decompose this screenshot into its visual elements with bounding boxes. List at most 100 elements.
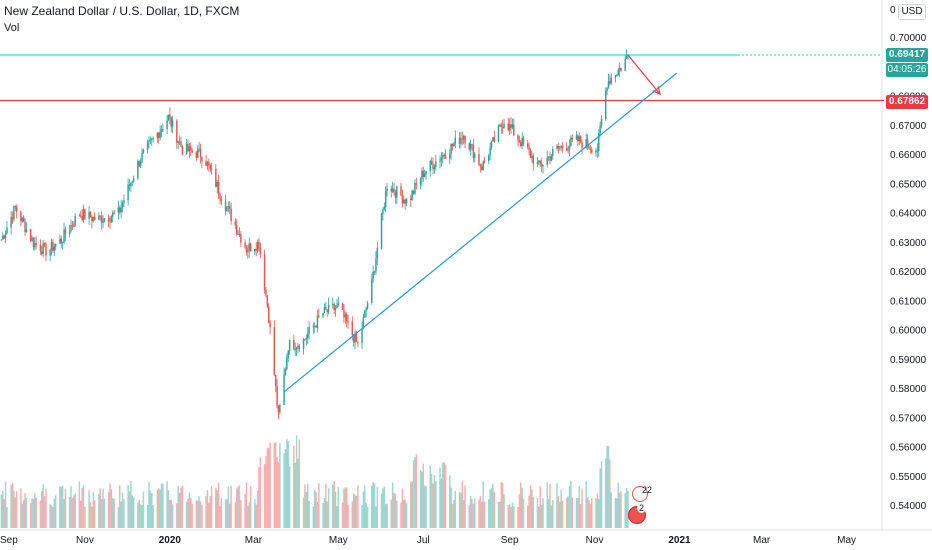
candle-body xyxy=(586,139,589,147)
candle-body xyxy=(390,188,392,192)
candle-body xyxy=(216,181,218,187)
volume-bar xyxy=(549,483,551,528)
event-count-upper: 22 xyxy=(642,485,653,495)
candle-body xyxy=(595,150,597,153)
volume-bar xyxy=(166,481,168,528)
volume-bar xyxy=(293,445,295,528)
candle-body xyxy=(614,75,617,78)
candle-body xyxy=(288,339,291,351)
volume-bar xyxy=(201,504,203,528)
volume-bar xyxy=(159,489,161,528)
candle-body xyxy=(336,304,338,309)
volume-bar xyxy=(224,499,227,528)
currency-badge[interactable]: USD xyxy=(898,4,926,20)
volume-bar xyxy=(581,488,583,528)
candle-body xyxy=(542,164,544,167)
candle-body xyxy=(89,211,92,218)
volume-bar xyxy=(520,482,522,528)
volume-bar xyxy=(217,482,220,528)
candle-body xyxy=(284,369,287,375)
candle-body xyxy=(316,315,319,328)
volume-label[interactable]: Vol xyxy=(4,22,20,34)
candle-body xyxy=(429,161,431,172)
candle-body xyxy=(478,153,480,165)
volume-bar xyxy=(404,499,406,528)
candle-body xyxy=(273,327,276,376)
volume-bar xyxy=(146,504,149,528)
volume-bar xyxy=(510,506,512,528)
volume-bar xyxy=(84,506,86,528)
candle-body xyxy=(35,242,37,245)
candle-body xyxy=(141,153,143,162)
candle-body xyxy=(585,139,587,148)
candle-body xyxy=(471,143,473,145)
candle-body xyxy=(112,212,114,217)
volume-bar xyxy=(4,481,7,528)
volume-bar xyxy=(100,499,103,528)
candle-body xyxy=(91,217,93,222)
volume-bar xyxy=(227,486,230,528)
volume-bar xyxy=(107,491,110,528)
volume-bar xyxy=(552,500,554,528)
candle-body xyxy=(121,203,124,208)
candle-body xyxy=(589,148,592,150)
volume-bar xyxy=(422,463,425,528)
volume-bar xyxy=(481,501,483,528)
candle-body xyxy=(443,154,445,156)
volume-bar xyxy=(511,502,514,528)
candle-body xyxy=(552,148,554,156)
volume-bar xyxy=(273,442,276,528)
candle-body xyxy=(43,243,46,245)
candle-body xyxy=(188,146,191,152)
candlesticks xyxy=(0,49,629,419)
candle-body xyxy=(181,146,184,155)
candle-body xyxy=(206,161,209,166)
volume-bar xyxy=(258,467,260,528)
symbol-title[interactable]: New Zealand Dollar / U.S. Dollar, 1D, FX… xyxy=(4,4,240,18)
candle-body xyxy=(201,157,203,161)
candle-body xyxy=(497,125,500,142)
candle-body xyxy=(293,339,295,350)
volume-bar xyxy=(29,503,32,528)
time-tick-label: Mar xyxy=(753,535,771,546)
candle-body xyxy=(532,155,535,164)
candle-body xyxy=(618,67,621,70)
candle-body xyxy=(430,161,433,165)
candle-body xyxy=(156,132,159,139)
candle-body xyxy=(78,215,81,217)
volume-bar xyxy=(610,492,612,528)
volume-bar xyxy=(322,502,324,528)
volume-bar xyxy=(458,491,461,528)
candle-body xyxy=(151,138,153,140)
volume-bar xyxy=(627,490,629,528)
volume-bar xyxy=(425,486,427,528)
price-tick-label: 0.58000 xyxy=(890,384,927,395)
candle-body xyxy=(199,148,202,158)
volume-bar xyxy=(3,498,5,528)
candle-body xyxy=(63,229,65,243)
event-badge-upper[interactable] xyxy=(632,486,648,502)
volume-bar xyxy=(32,498,35,528)
candle-body xyxy=(403,199,405,204)
volume-bar xyxy=(462,500,465,528)
candle-body xyxy=(32,237,35,248)
candle-body xyxy=(237,233,239,235)
volume-bar xyxy=(82,484,85,528)
volume-bar xyxy=(451,503,454,528)
candle-body xyxy=(274,375,277,386)
volume-bar xyxy=(366,506,369,528)
volume-bar xyxy=(268,447,270,528)
candle-body xyxy=(11,217,14,220)
candle-body xyxy=(450,143,452,154)
candle-body xyxy=(577,135,579,142)
volume-bar xyxy=(429,465,431,528)
candle-body xyxy=(382,209,384,214)
candle-body xyxy=(503,123,505,129)
candle-body xyxy=(507,123,509,131)
candle-body xyxy=(139,161,142,166)
volume-bar xyxy=(585,481,587,528)
volume-bar xyxy=(479,495,482,528)
time-tick-label: 2020 xyxy=(159,535,182,546)
volume-bar xyxy=(206,490,209,528)
